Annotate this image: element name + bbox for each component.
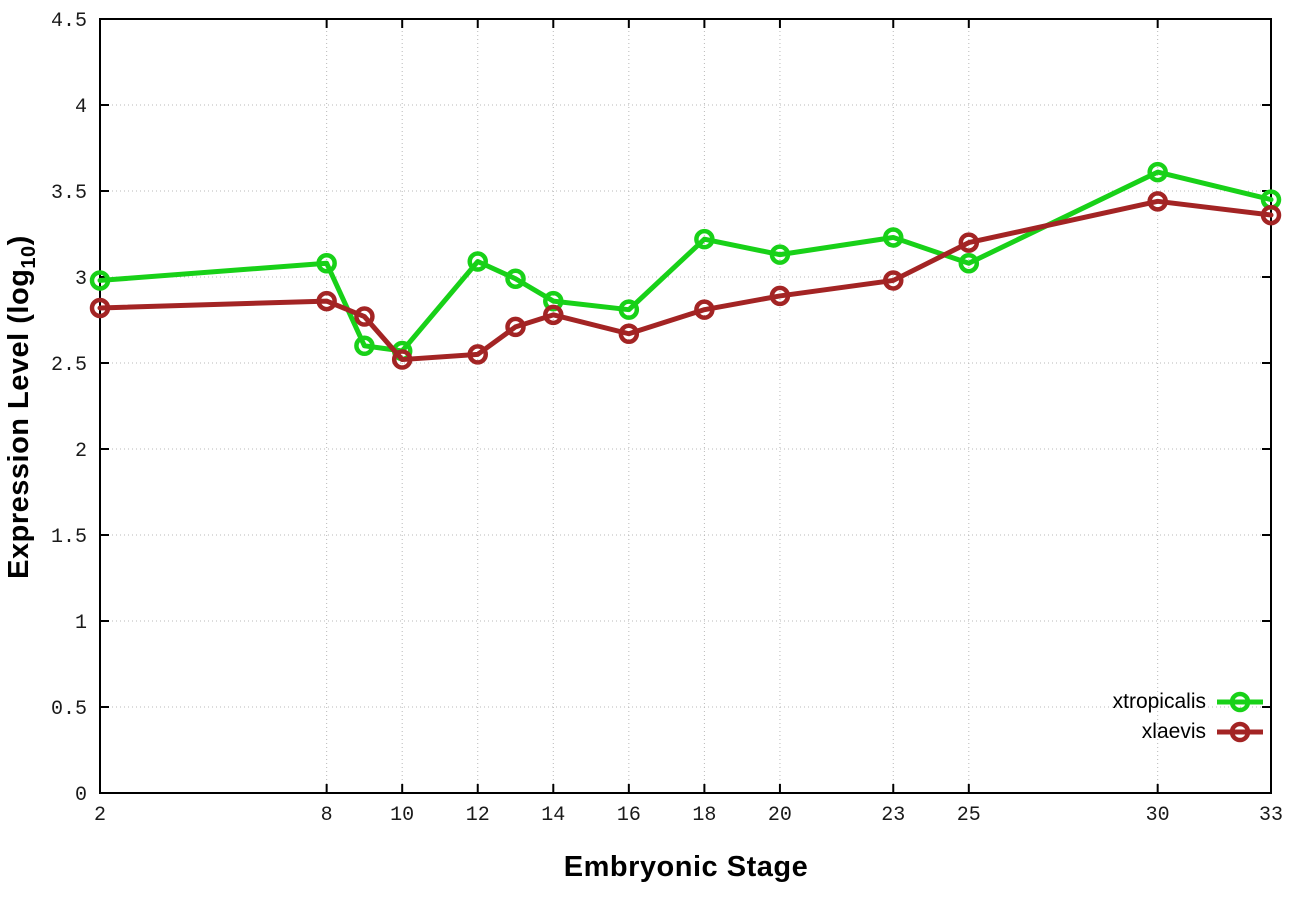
y-axis-title-text: Expression Level (log: [3, 268, 36, 579]
x-axis-title: Embryonic Stage: [563, 851, 809, 883]
data-point-xlaevis-stage-16: [618, 323, 640, 345]
x-tick-label: 14: [541, 804, 565, 827]
data-point-xtropicalis-stage-23: [883, 227, 904, 248]
data-point-xlaevis-stage-13: [505, 316, 526, 338]
legend-label-xtropicalis: xtropicalis: [1112, 689, 1206, 713]
data-point-xtropicalis-stage-25: [958, 252, 980, 274]
data-point-xtropicalis-stage-8: [316, 252, 337, 274]
data-point-xlaevis-stage-33: [1260, 204, 1282, 226]
x-tick-label: 8: [321, 804, 333, 827]
x-tick-label: 23: [881, 804, 905, 827]
y-tick-label: 1.5: [51, 526, 87, 549]
legend-marker-xtropicalis: [1217, 691, 1263, 712]
series-xlaevis: [89, 191, 1282, 370]
y-axis-title-subscript: 10: [17, 245, 40, 269]
data-point-xlaevis-stage-23: [883, 270, 904, 291]
data-point-xlaevis-stage-9: [354, 306, 375, 327]
y-tick-label: 3.5: [51, 182, 87, 205]
legend-marker-xlaevis: [1217, 721, 1263, 742]
data-point-xlaevis-stage-18: [694, 299, 715, 320]
series-xtropicalis: [89, 161, 1282, 362]
data-point-xlaevis-stage-12: [467, 344, 488, 365]
data-point-xtropicalis-stage-16: [618, 299, 640, 320]
x-tick-label: 2: [94, 804, 106, 827]
data-point-xtropicalis-stage-9: [354, 335, 375, 357]
data-point-xlaevis-stage-14: [543, 304, 564, 326]
x-tick-label: 18: [692, 804, 716, 827]
x-tick-label: 16: [617, 804, 641, 827]
data-point-xlaevis-stage-30: [1147, 191, 1168, 212]
y-tick-label: 1: [75, 612, 87, 635]
y-tick-label: 2: [75, 440, 87, 463]
y-tick-label: 4: [75, 96, 87, 119]
x-tick-label: 20: [768, 804, 792, 827]
data-point-xlaevis-stage-25: [958, 232, 980, 253]
x-tick-label: 12: [466, 804, 490, 827]
y-tick-label: 0.5: [51, 698, 87, 721]
data-point-xtropicalis-stage-30: [1147, 161, 1168, 183]
data-point-xtropicalis-stage-12: [467, 251, 488, 272]
x-tick-label: 25: [957, 804, 981, 827]
x-tick-label: 30: [1146, 804, 1170, 827]
data-point-xtropicalis-stage-20: [769, 244, 791, 265]
x-tick-label: 33: [1259, 804, 1283, 827]
data-point-xlaevis-stage-10: [391, 349, 413, 370]
data-point-xlaevis-stage-8: [316, 290, 337, 312]
data-point-xlaevis-stage-20: [769, 285, 791, 307]
data-point-xtropicalis-stage-13: [505, 268, 526, 289]
y-tick-label: 3: [75, 268, 87, 291]
series-line-xlaevis: [97, 198, 1274, 363]
plot-border: [99, 18, 1272, 794]
y-axis-title: Expression Level (log10): [3, 235, 41, 579]
series-line-xtropicalis: [97, 169, 1274, 354]
data-point-xtropicalis-stage-2: [89, 270, 111, 291]
data-point-xtropicalis-stage-18: [694, 228, 715, 250]
legend-label-xlaevis: xlaevis: [1141, 719, 1206, 743]
legend-item-xtropicalis: xtropicalis: [1113, 687, 1264, 716]
y-axis-title-suffix: ): [3, 235, 36, 246]
data-point-xlaevis-stage-2: [89, 297, 111, 319]
y-tick-label: 4.5: [51, 10, 87, 33]
x-tick-label: 10: [390, 804, 414, 827]
y-tick-label: 0: [75, 784, 87, 807]
legend: xtropicalis xlaevis: [1113, 687, 1264, 746]
y-tick-label: 2.5: [51, 354, 87, 377]
legend-item-xlaevis: xlaevis: [1113, 717, 1264, 746]
